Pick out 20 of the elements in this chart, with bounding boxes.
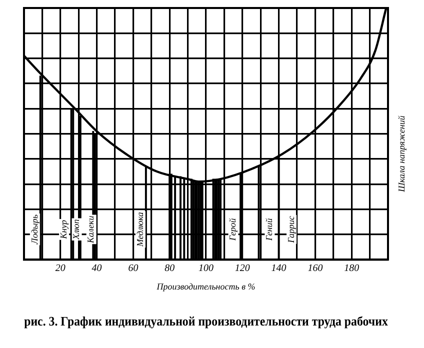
x-tick-label: 20	[55, 263, 66, 274]
annotation: Гаррис	[286, 216, 296, 244]
x-tick-label: 140	[271, 263, 286, 274]
annotation: Калеки	[86, 215, 96, 244]
annotation: Кнур	[58, 220, 68, 240]
x-tick-label: 80	[164, 263, 175, 274]
annotation: Гений	[264, 218, 274, 242]
x-tick-label: 100	[198, 263, 214, 274]
x-axis-title: Производительность в %	[156, 281, 256, 292]
x-tick-label: 160	[308, 263, 323, 274]
x-tick-label: 120	[234, 263, 250, 274]
annotation: Лодырь	[29, 214, 40, 246]
y-axis-title: Шкала напряжений	[396, 115, 406, 194]
text: рис. 3. График индивидуальной производительности труда рабочих	[24, 314, 389, 329]
x-tick-label: 60	[128, 263, 138, 274]
annotation: Медлюка	[134, 212, 145, 248]
x-tick-label: 180	[344, 263, 360, 274]
annotation: Герой	[228, 218, 238, 242]
x-tick-label: 40	[92, 263, 102, 274]
annotation: Хлюп	[71, 218, 82, 241]
